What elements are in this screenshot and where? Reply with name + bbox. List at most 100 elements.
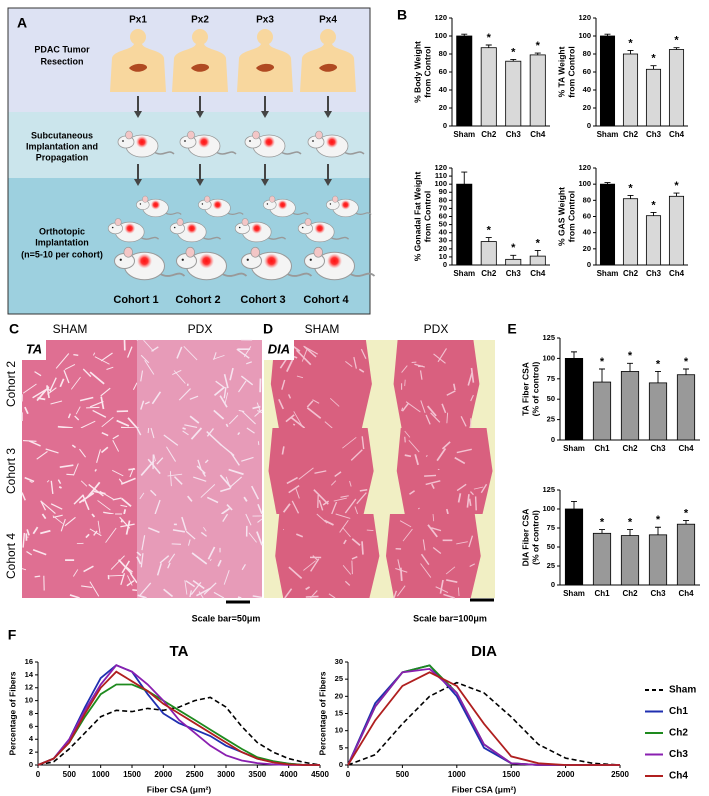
tissue-texture bbox=[93, 530, 98, 536]
tissue-texture bbox=[431, 527, 442, 532]
column-label: SHAM bbox=[305, 322, 340, 336]
tissue-texture bbox=[419, 370, 423, 380]
tissue-texture bbox=[246, 427, 255, 434]
tissue-texture bbox=[306, 400, 314, 408]
tissue-texture bbox=[222, 513, 229, 522]
significance: * bbox=[674, 35, 679, 47]
mouse bbox=[176, 246, 248, 281]
mouse-ear bbox=[252, 130, 260, 140]
tissue-texture bbox=[351, 560, 353, 575]
tissue-texture bbox=[59, 464, 74, 468]
y-tick-label: 100 bbox=[578, 31, 591, 40]
mouse bbox=[297, 218, 350, 243]
x-tick-label: Ch4 bbox=[669, 130, 685, 139]
x-tick-label: Ch3 bbox=[506, 130, 522, 139]
liver bbox=[191, 63, 210, 72]
tissue-texture bbox=[101, 432, 109, 437]
tissue-texture bbox=[312, 399, 320, 404]
arrow-head bbox=[324, 179, 332, 186]
tissue-texture bbox=[404, 454, 412, 458]
tissue-texture bbox=[295, 487, 300, 499]
error-bar bbox=[627, 195, 634, 199]
y-tick-label: 30 bbox=[335, 657, 343, 666]
tissue-texture bbox=[456, 448, 472, 454]
mouse-tail bbox=[221, 272, 248, 277]
tissue-texture bbox=[190, 581, 202, 596]
tissue bbox=[385, 514, 481, 598]
tumor bbox=[124, 223, 136, 234]
mouse-eye bbox=[312, 140, 314, 142]
tissue-texture bbox=[112, 439, 120, 452]
tissue-texture bbox=[223, 373, 229, 389]
tissue-texture bbox=[92, 409, 107, 418]
tissue-texture bbox=[217, 559, 222, 567]
y-tick-label: 20 bbox=[439, 244, 447, 253]
x-axis-label: Fiber CSA (μm²) bbox=[147, 784, 212, 794]
y-tick-label: 0 bbox=[551, 435, 555, 444]
tissue-texture bbox=[129, 572, 138, 584]
tissue-texture bbox=[291, 500, 300, 514]
mouse-ear bbox=[185, 246, 195, 258]
tissue-texture bbox=[393, 590, 398, 599]
tissue-texture bbox=[34, 371, 42, 377]
mouse-eye bbox=[181, 258, 184, 261]
tissue-texture bbox=[49, 377, 57, 392]
liver bbox=[129, 63, 148, 72]
tissue-texture bbox=[200, 484, 216, 498]
mouse-tail bbox=[286, 272, 313, 277]
tissue-texture bbox=[284, 588, 293, 599]
tissue-texture bbox=[397, 559, 401, 572]
y-tick-label: 60 bbox=[439, 67, 447, 76]
tissue-texture bbox=[26, 529, 30, 536]
tissue-texture bbox=[75, 406, 81, 415]
tissue-texture bbox=[344, 580, 351, 586]
tissue-texture bbox=[305, 586, 311, 591]
tissue-texture bbox=[23, 440, 37, 442]
tissue-texture bbox=[240, 375, 254, 386]
mouse bbox=[169, 218, 222, 243]
tissue-texture bbox=[470, 367, 475, 383]
x-tick-label: 4000 bbox=[280, 770, 298, 779]
significance: * bbox=[656, 514, 661, 526]
y-tick-label: 120 bbox=[578, 13, 591, 22]
y-tick-label: 60 bbox=[583, 67, 591, 76]
y-tick-label: 50 bbox=[547, 542, 555, 551]
tissue bbox=[268, 428, 374, 514]
tissue-texture bbox=[237, 596, 242, 599]
tissue-texture bbox=[243, 346, 252, 357]
y-tick-label: 100 bbox=[578, 179, 591, 188]
tissue-texture bbox=[67, 413, 71, 419]
y-tick-label: 0 bbox=[587, 260, 591, 269]
tissue-texture bbox=[281, 446, 285, 455]
tissue-texture bbox=[187, 539, 191, 546]
tissue-texture bbox=[172, 369, 182, 375]
y-tick-label: 4 bbox=[29, 734, 34, 743]
tissue-texture bbox=[63, 370, 70, 384]
error-bar bbox=[655, 371, 661, 383]
tissue-texture bbox=[85, 533, 90, 539]
tissue-texture bbox=[202, 471, 207, 477]
tissue-texture bbox=[151, 391, 162, 405]
tissue-texture bbox=[445, 566, 456, 575]
mouse-ear bbox=[142, 195, 149, 203]
bar bbox=[592, 381, 612, 441]
tissue-texture bbox=[425, 454, 428, 457]
x-tick-label: Ch3 bbox=[646, 130, 662, 139]
mouse-ear bbox=[313, 246, 323, 258]
tissue-texture bbox=[454, 456, 466, 465]
tissue-texture bbox=[245, 513, 252, 526]
tissue-texture bbox=[200, 531, 208, 537]
mouse bbox=[241, 246, 313, 281]
significance: * bbox=[684, 507, 689, 519]
mouse bbox=[117, 130, 175, 158]
tissue-texture bbox=[310, 590, 318, 599]
bar bbox=[668, 49, 685, 127]
tissue-texture bbox=[184, 580, 188, 595]
error-bar bbox=[485, 237, 492, 242]
tissue-texture bbox=[117, 559, 133, 575]
mouse-ear bbox=[114, 218, 122, 226]
y-tick-label: 0 bbox=[551, 580, 555, 589]
error-bar bbox=[683, 368, 689, 375]
mouse-tail bbox=[330, 236, 350, 240]
x-tick-label: 1000 bbox=[448, 770, 466, 779]
